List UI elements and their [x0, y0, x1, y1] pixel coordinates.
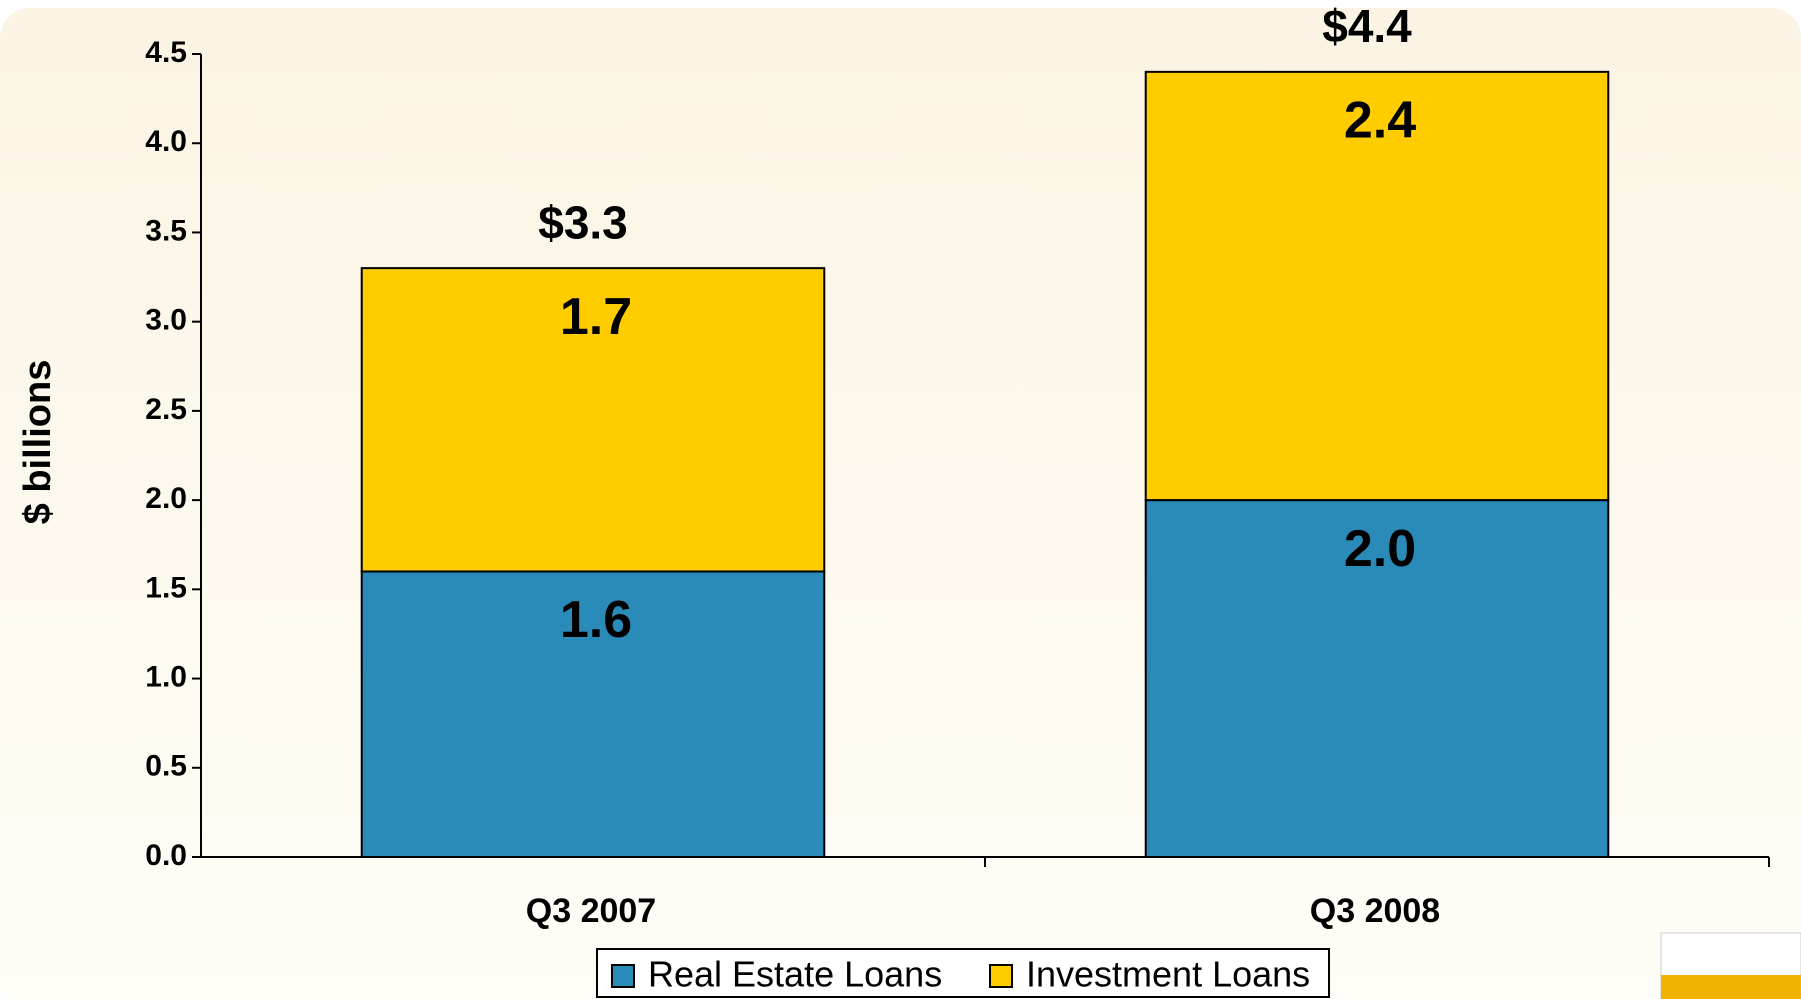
legend-label: Real Estate Loans — [648, 954, 942, 995]
x-tick-label: Q3 2007 — [526, 892, 656, 930]
total-label: $4.4 — [1322, 0, 1412, 52]
x-tick-label: Q3 2008 — [1310, 892, 1440, 930]
legend-box — [596, 948, 1330, 998]
legend-swatch — [989, 964, 1013, 988]
legend-label: Investment Loans — [1026, 954, 1310, 995]
data-label: 1.6 — [560, 591, 632, 649]
data-label: 2.0 — [1344, 520, 1416, 578]
y-tick-label: 0.0 — [145, 839, 187, 872]
bar-segment — [1144, 70, 1610, 502]
y-tick-label: 4.0 — [145, 125, 187, 158]
total-label: $3.3 — [538, 196, 628, 248]
y-axis-label: $ billions — [17, 360, 59, 525]
y-tick-label: 3.0 — [145, 304, 187, 337]
y-tick-label: 4.5 — [145, 36, 187, 69]
data-label: 2.4 — [1344, 92, 1416, 150]
y-tick-label: 2.0 — [145, 482, 187, 515]
y-tick-label: 0.5 — [145, 750, 187, 783]
legend-swatch — [611, 964, 635, 988]
y-tick-label: 3.5 — [145, 214, 187, 247]
y-tick-label: 1.5 — [145, 571, 187, 604]
data-label: 1.7 — [560, 288, 632, 346]
bar-segment — [360, 267, 826, 573]
bar-segment — [360, 570, 826, 858]
logo — [1660, 932, 1801, 999]
bar-segment — [1144, 499, 1610, 858]
y-tick-label: 1.0 — [145, 660, 187, 693]
y-tick-label: 2.5 — [145, 393, 187, 426]
